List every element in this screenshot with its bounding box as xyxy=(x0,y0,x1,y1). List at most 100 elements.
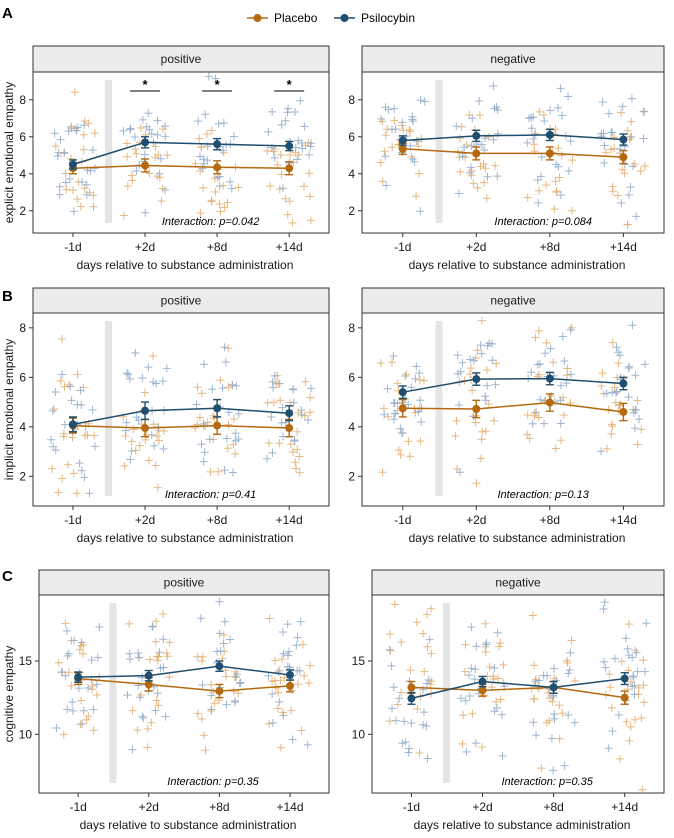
individual-point xyxy=(562,379,571,388)
mean-point-psilocybin xyxy=(285,670,294,679)
individual-point xyxy=(546,344,555,353)
individual-point xyxy=(161,122,170,131)
x-tick-label: -1d xyxy=(64,513,81,527)
individual-point xyxy=(131,145,140,154)
individual-point xyxy=(204,72,213,81)
y-axis-title: cognitive empathy xyxy=(2,646,16,743)
individual-point xyxy=(132,149,141,158)
individual-point xyxy=(297,410,306,419)
individual-point xyxy=(272,379,281,388)
individual-point xyxy=(457,122,466,131)
individual-point xyxy=(481,427,490,436)
individual-point xyxy=(278,627,287,636)
individual-point xyxy=(77,466,86,475)
individual-point xyxy=(226,177,235,186)
individual-point xyxy=(564,669,573,678)
individual-point xyxy=(624,393,633,402)
individual-point xyxy=(497,710,506,719)
individual-point xyxy=(623,220,632,229)
individual-point xyxy=(566,325,575,334)
individual-point xyxy=(138,373,147,382)
individual-point xyxy=(161,712,170,721)
individual-point xyxy=(54,148,63,157)
mean-point-placebo xyxy=(213,421,222,430)
mean-point-placebo xyxy=(213,163,222,172)
individual-point xyxy=(151,461,160,470)
individual-point xyxy=(488,339,497,348)
individual-point xyxy=(150,441,159,450)
individual-point xyxy=(268,143,277,152)
individual-point xyxy=(296,96,305,105)
individual-point xyxy=(53,152,62,161)
individual-point xyxy=(492,102,501,111)
individual-point xyxy=(216,207,225,216)
individual-point xyxy=(398,739,407,748)
mean-point-placebo xyxy=(285,424,294,433)
individual-point xyxy=(550,205,559,214)
individual-point xyxy=(267,413,276,422)
individual-point xyxy=(558,332,567,341)
individual-point xyxy=(199,457,208,466)
individual-point xyxy=(279,711,288,720)
y-tick-label: 6 xyxy=(19,130,26,144)
y-tick-label: 4 xyxy=(348,167,355,181)
individual-point xyxy=(125,655,134,664)
individual-point xyxy=(531,333,540,342)
individual-point xyxy=(604,109,613,118)
y-tick-label: 4 xyxy=(19,420,26,434)
individual-point xyxy=(127,437,136,446)
individual-point xyxy=(466,355,475,364)
individual-point xyxy=(288,447,297,456)
individual-point xyxy=(277,120,286,129)
mean-point-placebo xyxy=(141,161,150,170)
individual-point xyxy=(76,202,85,211)
individual-point xyxy=(305,192,314,201)
chart-panel-6: negative 10 15 -1d +2d +8d +14d days relative t… xyxy=(352,569,665,832)
individual-point xyxy=(153,483,162,492)
individual-point xyxy=(203,156,212,165)
individual-point xyxy=(127,171,136,180)
individual-point xyxy=(271,656,280,665)
individual-point xyxy=(625,620,634,629)
individual-point xyxy=(529,134,538,143)
x-tick-label: +14d xyxy=(276,513,303,527)
individual-point xyxy=(535,676,544,685)
interaction-annotation: Interaction: p=0.35 xyxy=(501,776,593,788)
individual-point xyxy=(492,703,501,712)
mean-point-placebo xyxy=(545,149,554,158)
individual-point xyxy=(455,153,464,162)
individual-point xyxy=(411,374,420,383)
mean-point-psilocybin xyxy=(68,420,77,429)
individual-point xyxy=(534,198,543,207)
individual-point xyxy=(194,117,203,126)
individual-point xyxy=(630,681,639,690)
individual-point xyxy=(393,379,402,388)
individual-point xyxy=(390,409,399,418)
individual-point xyxy=(293,445,302,454)
individual-point xyxy=(489,82,498,91)
individual-point xyxy=(292,464,301,473)
individual-point xyxy=(124,370,133,379)
mean-point-placebo xyxy=(478,686,487,695)
facet-strip xyxy=(361,45,665,73)
y-tick-label: 10 xyxy=(352,727,366,741)
individual-point xyxy=(163,151,172,160)
individual-point xyxy=(67,396,76,405)
individual-point xyxy=(285,647,294,656)
individual-point xyxy=(307,139,316,148)
individual-point xyxy=(567,370,576,379)
individual-point xyxy=(539,419,548,428)
individual-point xyxy=(551,177,560,186)
individual-point xyxy=(570,718,579,727)
x-tick-label: +8d xyxy=(207,513,227,527)
individual-point xyxy=(623,685,632,694)
individual-point xyxy=(482,366,491,375)
individual-point xyxy=(415,748,424,757)
individual-point xyxy=(635,415,644,424)
interaction-annotation: Interaction: p=0.13 xyxy=(497,489,589,501)
individual-point xyxy=(475,111,484,120)
individual-point xyxy=(295,452,304,461)
individual-point xyxy=(427,604,436,613)
individual-point xyxy=(219,631,228,640)
y-tick-label: 2 xyxy=(19,469,26,483)
